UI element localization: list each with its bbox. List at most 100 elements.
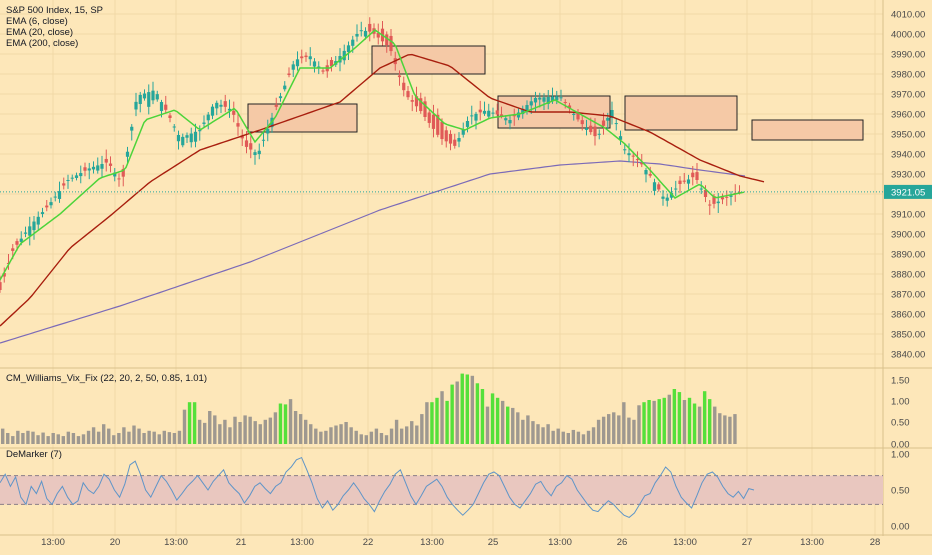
vix-bar-44 bbox=[223, 419, 227, 444]
vix-bar-104 bbox=[526, 415, 530, 444]
candle-body-139 bbox=[589, 125, 593, 133]
vix-bar-80 bbox=[405, 426, 409, 444]
candle-body-15 bbox=[62, 183, 66, 186]
vix-bar-90 bbox=[455, 381, 459, 444]
vix-bar-108 bbox=[546, 424, 550, 444]
candle-body-126 bbox=[533, 97, 538, 103]
candle-body-70 bbox=[295, 59, 300, 67]
vix-bar-91 bbox=[460, 373, 464, 444]
candle-body-44 bbox=[185, 135, 189, 138]
candle-body-20 bbox=[83, 167, 87, 171]
ema20-legend[interactable]: EMA (20, close) bbox=[6, 27, 74, 38]
vix-bar-24 bbox=[122, 427, 126, 444]
vix-bar-129 bbox=[652, 400, 656, 444]
candle-body-123 bbox=[521, 108, 525, 115]
vix-bar-60 bbox=[304, 419, 308, 444]
vix-bar-43 bbox=[218, 424, 222, 444]
vix-bar-50 bbox=[253, 421, 257, 444]
candle-body-81 bbox=[342, 50, 346, 61]
vix-bar-11 bbox=[56, 434, 60, 444]
vix-bar-131 bbox=[662, 397, 666, 444]
vix-bar-51 bbox=[258, 424, 262, 444]
candle-body-32 bbox=[134, 101, 138, 110]
demarker-legend[interactable]: DeMarker (7) bbox=[6, 449, 62, 460]
vix-bar-119 bbox=[601, 416, 606, 444]
vix-bar-37 bbox=[187, 402, 192, 444]
candle-body-1 bbox=[2, 273, 6, 277]
vix-bar-68 bbox=[344, 422, 348, 444]
candle-body-11 bbox=[45, 205, 49, 208]
candle-body-63 bbox=[266, 128, 270, 134]
vix-bar-76 bbox=[384, 435, 389, 444]
candle-body-114 bbox=[482, 110, 487, 114]
candle-body-115 bbox=[487, 110, 491, 117]
vix-bar-109 bbox=[551, 430, 555, 444]
vix-bar-103 bbox=[521, 419, 525, 444]
vix-bar-105 bbox=[531, 421, 535, 444]
vix-bar-67 bbox=[339, 424, 343, 444]
vix-bar-53 bbox=[268, 417, 273, 444]
candle-body-94 bbox=[397, 75, 402, 78]
vix-bar-86 bbox=[435, 397, 439, 444]
vix-fix-legend[interactable]: CM_Williams_Vix_Fix (22, 20, 2, 50, 0.85… bbox=[6, 373, 207, 384]
price-tick-11: 3950.00 bbox=[891, 130, 925, 141]
candle-body-53 bbox=[223, 101, 227, 107]
candle-body-169 bbox=[716, 201, 720, 204]
candle-body-148 bbox=[627, 153, 631, 156]
demarker-panel bbox=[0, 456, 883, 518]
ema200-legend[interactable]: EMA (200, close) bbox=[6, 38, 79, 49]
vix-bar-84 bbox=[425, 402, 429, 444]
candle-body-34 bbox=[142, 93, 147, 99]
vix-bar-48 bbox=[243, 415, 247, 444]
candle-body-171 bbox=[725, 196, 729, 198]
candle-body-22 bbox=[91, 166, 96, 170]
candle-body-30 bbox=[125, 151, 130, 157]
time-tick-6: 13:00 bbox=[420, 537, 444, 548]
ema20-line bbox=[0, 53, 765, 327]
candle-body-52 bbox=[219, 104, 223, 107]
candle-body-130 bbox=[550, 96, 555, 102]
candle-body-118 bbox=[499, 114, 504, 117]
vix-bar-19 bbox=[96, 431, 101, 444]
vix-bar-143 bbox=[723, 415, 727, 444]
candle-body-159 bbox=[674, 188, 678, 190]
vix-bar-62 bbox=[314, 428, 318, 444]
vix-bar-10 bbox=[51, 433, 55, 444]
vix-bar-8 bbox=[41, 432, 45, 444]
vix-bar-124 bbox=[627, 417, 631, 444]
vix-bar-41 bbox=[208, 411, 212, 444]
time-tick-8: 13:00 bbox=[548, 537, 572, 548]
candle-body-13 bbox=[53, 196, 57, 198]
vix-bar-33 bbox=[167, 432, 172, 444]
vix-bar-83 bbox=[420, 414, 424, 444]
vix-bar-23 bbox=[117, 433, 121, 444]
vix-bar-63 bbox=[319, 431, 323, 444]
vix-bar-42 bbox=[213, 415, 217, 444]
candle-body-116 bbox=[491, 112, 495, 114]
price-tick-14: 3980.00 bbox=[891, 70, 925, 81]
time-tick-7: 25 bbox=[488, 537, 499, 548]
time-tick-12: 13:00 bbox=[800, 537, 824, 548]
price-tick-9: 3930.00 bbox=[891, 170, 925, 181]
vix-bar-137 bbox=[692, 403, 697, 444]
ema-lines bbox=[0, 29, 765, 327]
vix-bar-87 bbox=[440, 391, 444, 444]
candle-body-37 bbox=[155, 94, 159, 100]
candle-body-127 bbox=[538, 97, 542, 100]
vix-bar-36 bbox=[182, 409, 187, 444]
candle-body-136 bbox=[576, 113, 580, 120]
vix-bar-39 bbox=[197, 419, 202, 444]
vix-bar-92 bbox=[465, 374, 469, 444]
vix-bar-135 bbox=[682, 400, 687, 444]
symbol-title[interactable]: S&P 500 Index, 15, SP bbox=[6, 5, 104, 16]
candle-body-42 bbox=[176, 135, 181, 142]
candle-body-89 bbox=[376, 32, 380, 38]
candle-body-87 bbox=[368, 23, 372, 32]
price-tick-13: 3970.00 bbox=[891, 90, 925, 101]
ema6-legend[interactable]: EMA (6, close) bbox=[6, 16, 68, 27]
vix-bar-96 bbox=[485, 406, 490, 444]
vix-tick-1: 1.00 bbox=[891, 397, 910, 408]
